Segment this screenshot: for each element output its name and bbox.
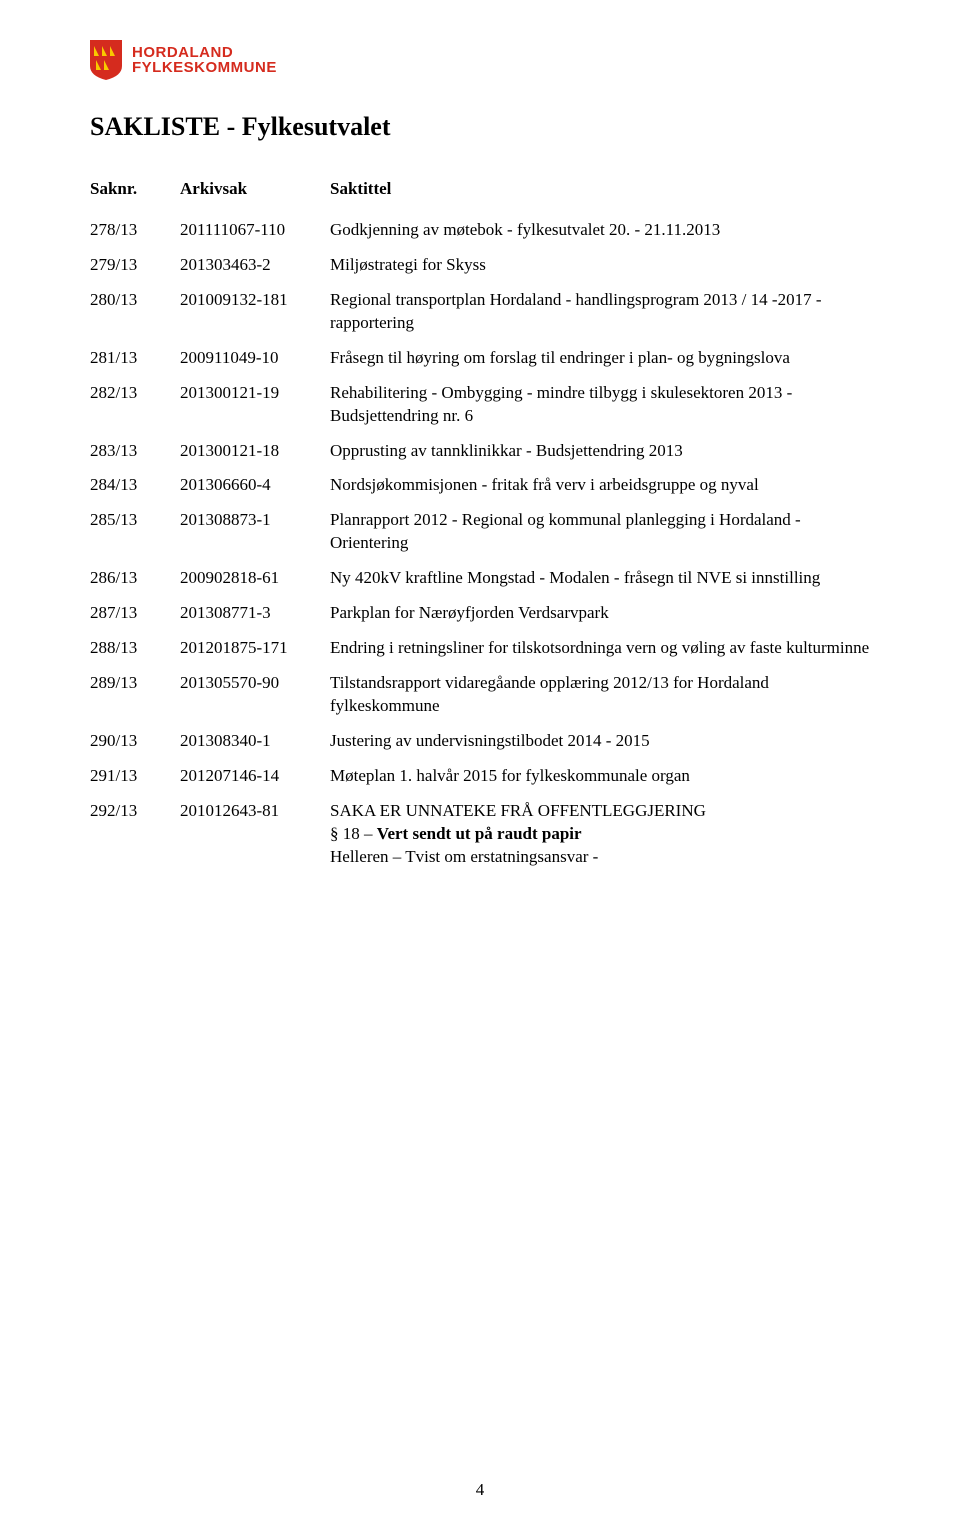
cell-title: Nordsjøkommisjonen - fritak frå verv i a… <box>330 474 880 509</box>
page-title: SAKLISTE - Fylkesutvalet <box>90 112 880 142</box>
cell-saknr: 287/13 <box>90 602 180 637</box>
note-line2-prefix: § 18 – <box>330 824 377 843</box>
table-row: 280/13201009132-181Regional transportpla… <box>90 289 880 347</box>
org-logo-text: HORDALAND FYLKESKOMMUNE <box>132 45 277 75</box>
header-saktittel: Saktittel <box>330 178 880 219</box>
note-line3: Helleren – Tvist om erstatningsansvar - <box>330 846 872 869</box>
cell-arkiv: 201306660-4 <box>180 474 330 509</box>
cell-saknr: 280/13 <box>90 289 180 347</box>
shield-icon <box>90 40 122 80</box>
cell-title: Regional transportplan Hordaland - handl… <box>330 289 880 347</box>
table-row: 291/13201207146-14Møteplan 1. halvår 201… <box>90 765 880 800</box>
cell-title: Møteplan 1. halvår 2015 for fylkeskommun… <box>330 765 880 800</box>
cell-title: Parkplan for Nærøyfjorden Verdsarvpark <box>330 602 880 637</box>
note-line1: SAKA ER UNNATEKE FRÅ OFFENTLEGGJERING <box>330 800 872 823</box>
note-line2: § 18 – Vert sendt ut på raudt papir <box>330 823 872 846</box>
table-row: 279/13201303463-2Miljøstrategi for Skyss <box>90 254 880 289</box>
cell-arkiv: 201308340-1 <box>180 730 330 765</box>
cell-saknr: 279/13 <box>90 254 180 289</box>
cell-title: SAKA ER UNNATEKE FRÅ OFFENTLEGGJERING§ 1… <box>330 800 880 881</box>
cell-arkiv: 201308873-1 <box>180 509 330 567</box>
agenda-table: Saknr. Arkivsak Saktittel 278/1320111106… <box>90 178 880 881</box>
note-line2-bold: Vert sendt ut på raudt papir <box>377 824 582 843</box>
header-saknr: Saknr. <box>90 178 180 219</box>
page: HORDALAND FYLKESKOMMUNE SAKLISTE - Fylke… <box>0 0 960 1540</box>
table-row: 283/13201300121-18Opprusting av tannklin… <box>90 440 880 475</box>
cell-title: Ny 420kV kraftline Mongstad - Modalen - … <box>330 567 880 602</box>
cell-saknr: 282/13 <box>90 382 180 440</box>
cell-arkiv: 200902818-61 <box>180 567 330 602</box>
table-row: 288/13201201875-171Endring i retningslin… <box>90 637 880 672</box>
cell-saknr: 278/13 <box>90 219 180 254</box>
cell-title: Fråsegn til høyring om forslag til endri… <box>330 347 880 382</box>
cell-title: Rehabilitering - Ombygging - mindre tilb… <box>330 382 880 440</box>
cell-title: Endring i retningsliner for tilskotsordn… <box>330 637 880 672</box>
cell-saknr: 291/13 <box>90 765 180 800</box>
cell-saknr: 281/13 <box>90 347 180 382</box>
table-header-row: Saknr. Arkivsak Saktittel <box>90 178 880 219</box>
cell-saknr: 292/13 <box>90 800 180 881</box>
cell-arkiv: 200911049-10 <box>180 347 330 382</box>
page-number: 4 <box>0 1480 960 1500</box>
table-row: 282/13201300121-19Rehabilitering - Ombyg… <box>90 382 880 440</box>
cell-saknr: 289/13 <box>90 672 180 730</box>
cell-title: Justering av undervisningstilbodet 2014 … <box>330 730 880 765</box>
cell-arkiv: 201305570-90 <box>180 672 330 730</box>
cell-arkiv: 201300121-19 <box>180 382 330 440</box>
cell-arkiv: 201009132-181 <box>180 289 330 347</box>
cell-title: Planrapport 2012 - Regional og kommunal … <box>330 509 880 567</box>
cell-saknr: 290/13 <box>90 730 180 765</box>
cell-arkiv: 201201875-171 <box>180 637 330 672</box>
cell-saknr: 284/13 <box>90 474 180 509</box>
cell-arkiv: 201012643-81 <box>180 800 330 881</box>
table-row: 284/13201306660-4Nordsjøkommisjonen - fr… <box>90 474 880 509</box>
cell-saknr: 283/13 <box>90 440 180 475</box>
cell-arkiv: 201111067-110 <box>180 219 330 254</box>
table-row: 286/13200902818-61Ny 420kV kraftline Mon… <box>90 567 880 602</box>
cell-title: Miljøstrategi for Skyss <box>330 254 880 289</box>
table-row: 292/13201012643-81SAKA ER UNNATEKE FRÅ O… <box>90 800 880 881</box>
cell-saknr: 286/13 <box>90 567 180 602</box>
table-row: 285/13201308873-1Planrapport 2012 - Regi… <box>90 509 880 567</box>
cell-title: Godkjenning av møtebok - fylkesutvalet 2… <box>330 219 880 254</box>
cell-saknr: 285/13 <box>90 509 180 567</box>
cell-arkiv: 201303463-2 <box>180 254 330 289</box>
org-logo: HORDALAND FYLKESKOMMUNE <box>90 40 880 80</box>
org-name-line2: FYLKESKOMMUNE <box>132 60 277 75</box>
cell-saknr: 288/13 <box>90 637 180 672</box>
cell-arkiv: 201300121-18 <box>180 440 330 475</box>
cell-title: Opprusting av tannklinikkar - Budsjetten… <box>330 440 880 475</box>
cell-arkiv: 201207146-14 <box>180 765 330 800</box>
cell-arkiv: 201308771-3 <box>180 602 330 637</box>
table-row: 278/13201111067-110Godkjenning av møtebo… <box>90 219 880 254</box>
cell-title: Tilstandsrapport vidaregåande opplæring … <box>330 672 880 730</box>
header-arkiv: Arkivsak <box>180 178 330 219</box>
table-row: 289/13201305570-90Tilstandsrapport vidar… <box>90 672 880 730</box>
table-row: 290/13201308340-1Justering av undervisni… <box>90 730 880 765</box>
table-row: 287/13201308771-3Parkplan for Nærøyfjord… <box>90 602 880 637</box>
org-name-line1: HORDALAND <box>132 45 277 60</box>
table-row: 281/13200911049-10Fråsegn til høyring om… <box>90 347 880 382</box>
